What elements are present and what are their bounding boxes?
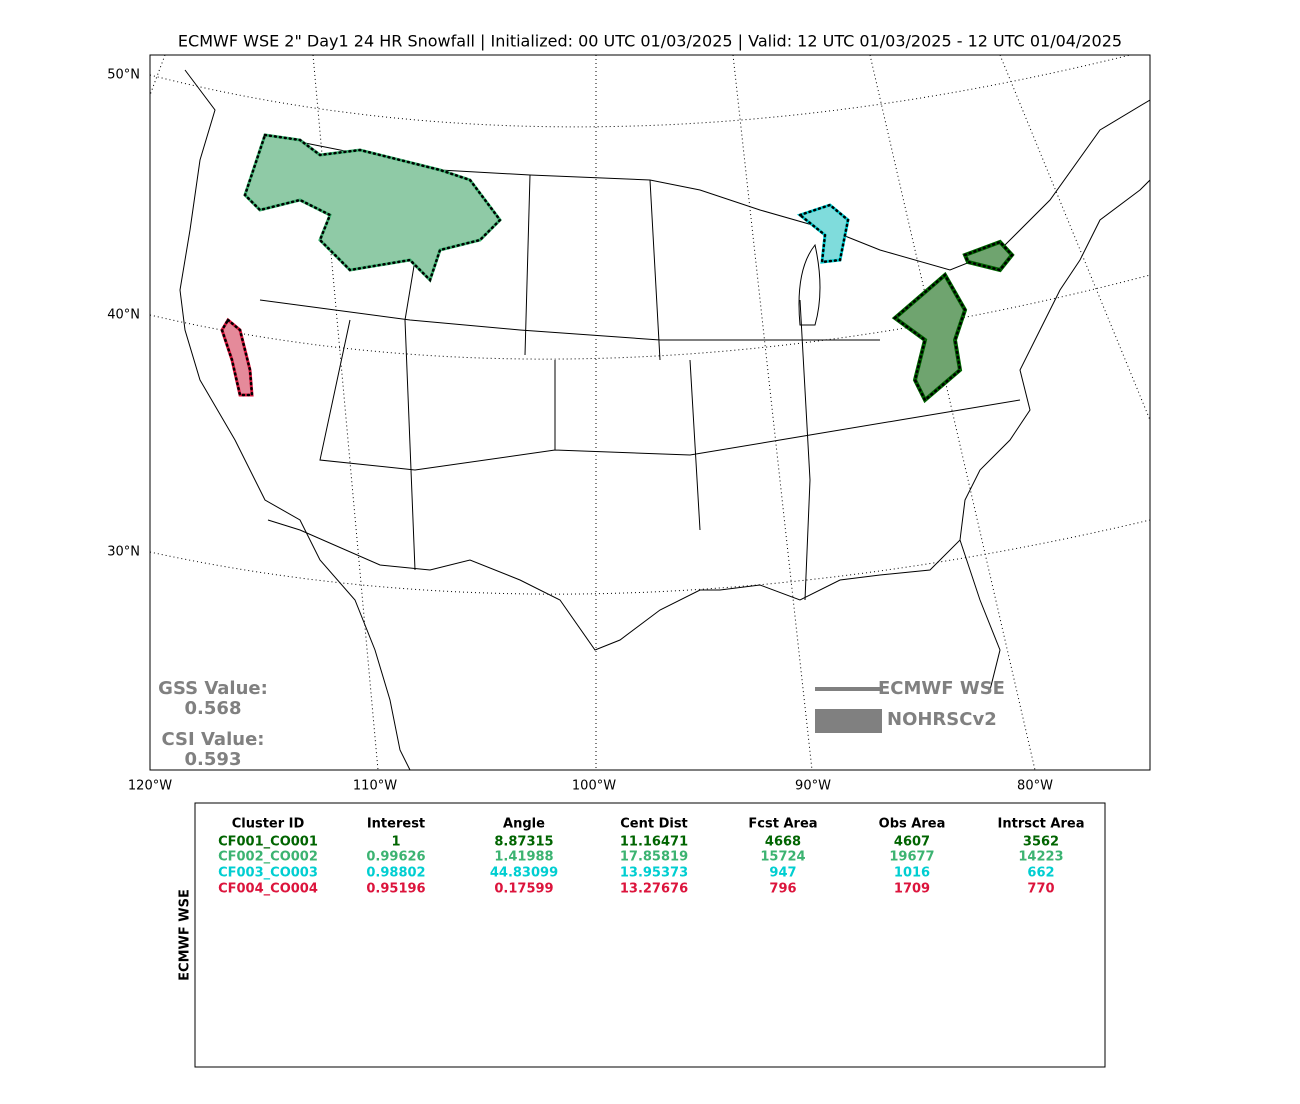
csi-value: 0.593 [185, 749, 242, 770]
lon-label: 120°W [128, 779, 172, 794]
table-cell: 19677 [889, 850, 934, 865]
graticule [150, 55, 1132, 128]
table-cell: 770 [1027, 882, 1054, 897]
lon-labels: 120°W 110°W 100°W 90°W 80°W [128, 779, 1053, 794]
obs-object [245, 135, 500, 280]
table-cell: 0.99626 [366, 850, 425, 865]
table: Cluster ID Interest Angle Cent Dist Fcst Are… [218, 817, 1084, 897]
table-cell: 4607 [894, 835, 930, 850]
table-cell: 17.85819 [620, 850, 688, 865]
table-cell: CF002_CO002 [218, 850, 318, 865]
fcst-object [892, 240, 1014, 402]
table-side-label: ECMWF WSE [178, 889, 193, 981]
lake [798, 243, 821, 326]
table-cell: 14223 [1018, 850, 1063, 865]
table-cell: 0.17599 [494, 882, 553, 897]
column-header: Interest [367, 817, 425, 832]
legend-label: NOHRSCv2 [887, 709, 997, 730]
table-cell: 44.83099 [490, 866, 558, 881]
table-cell: 947 [769, 866, 796, 881]
column-header: Cluster ID [232, 817, 305, 832]
table-cell: 1 [391, 835, 400, 850]
border [259, 169, 1021, 601]
table-cell: 3562 [1023, 835, 1059, 850]
title: ECMWF WSE 2" Day1 24 HR Snowfall | Initi… [178, 32, 1122, 51]
table-cell: 13.27676 [620, 882, 688, 897]
legend-label: ECMWF WSE [878, 678, 1005, 699]
fcst-object [243, 133, 502, 283]
gss-label: GSS Value: [158, 678, 268, 699]
table-cell: 8.87315 [494, 835, 553, 850]
graticule [999, 55, 1150, 421]
obs-object [222, 320, 252, 395]
map [150, 55, 1150, 770]
table-cell: 11.16471 [620, 835, 688, 850]
legend-patch [815, 709, 882, 733]
csi-label: CSI Value: [162, 729, 265, 750]
lat-labels: 50°N 40°N 30°N [107, 68, 140, 560]
table-cell: 15724 [760, 850, 805, 865]
obs-object [895, 242, 1012, 400]
table-cell: CF004_CO004 [218, 882, 318, 897]
coastline [179, 69, 411, 770]
coastline [267, 519, 1001, 691]
lat-label: 30°N [107, 545, 140, 560]
table-cell: 13.95373 [620, 866, 688, 881]
graticule [150, 274, 1150, 360]
legend: ECMWF WSE NOHRSCv2 [815, 678, 1005, 733]
lon-label: 80°W [1017, 779, 1053, 794]
gss-value: 0.568 [185, 698, 242, 719]
column-header: Intrsct Area [998, 817, 1085, 832]
table-cell: 662 [1027, 866, 1054, 881]
scores: GSS Value: 0.568 CSI Value: 0.593 [158, 678, 268, 770]
lon-label: 90°W [795, 779, 831, 794]
table-cell: 1.41988 [494, 850, 553, 865]
table-cell: 796 [769, 882, 796, 897]
table-cell: 1016 [894, 866, 930, 881]
table-cell: CF003_CO003 [218, 866, 318, 881]
column-header: Fcst Area [748, 817, 817, 832]
fcst-object [220, 318, 254, 397]
lat-label: 50°N [107, 68, 140, 83]
table-cell: 0.98802 [366, 866, 425, 881]
column-header: Obs Area [879, 817, 946, 832]
table-frame [194, 802, 1106, 1068]
coastline [959, 179, 1150, 541]
fcst-object [797, 203, 850, 264]
table-cell: 4668 [765, 835, 801, 850]
column-header: Cent Dist [620, 817, 688, 832]
table-cell: CF001_CO001 [218, 835, 318, 850]
lon-label: 110°W [353, 779, 397, 794]
lon-label: 100°W [572, 779, 616, 794]
table-cell: 0.95196 [366, 882, 425, 897]
column-header: Angle [503, 817, 545, 832]
table-cell: 1709 [894, 882, 930, 897]
lat-label: 40°N [107, 308, 140, 323]
